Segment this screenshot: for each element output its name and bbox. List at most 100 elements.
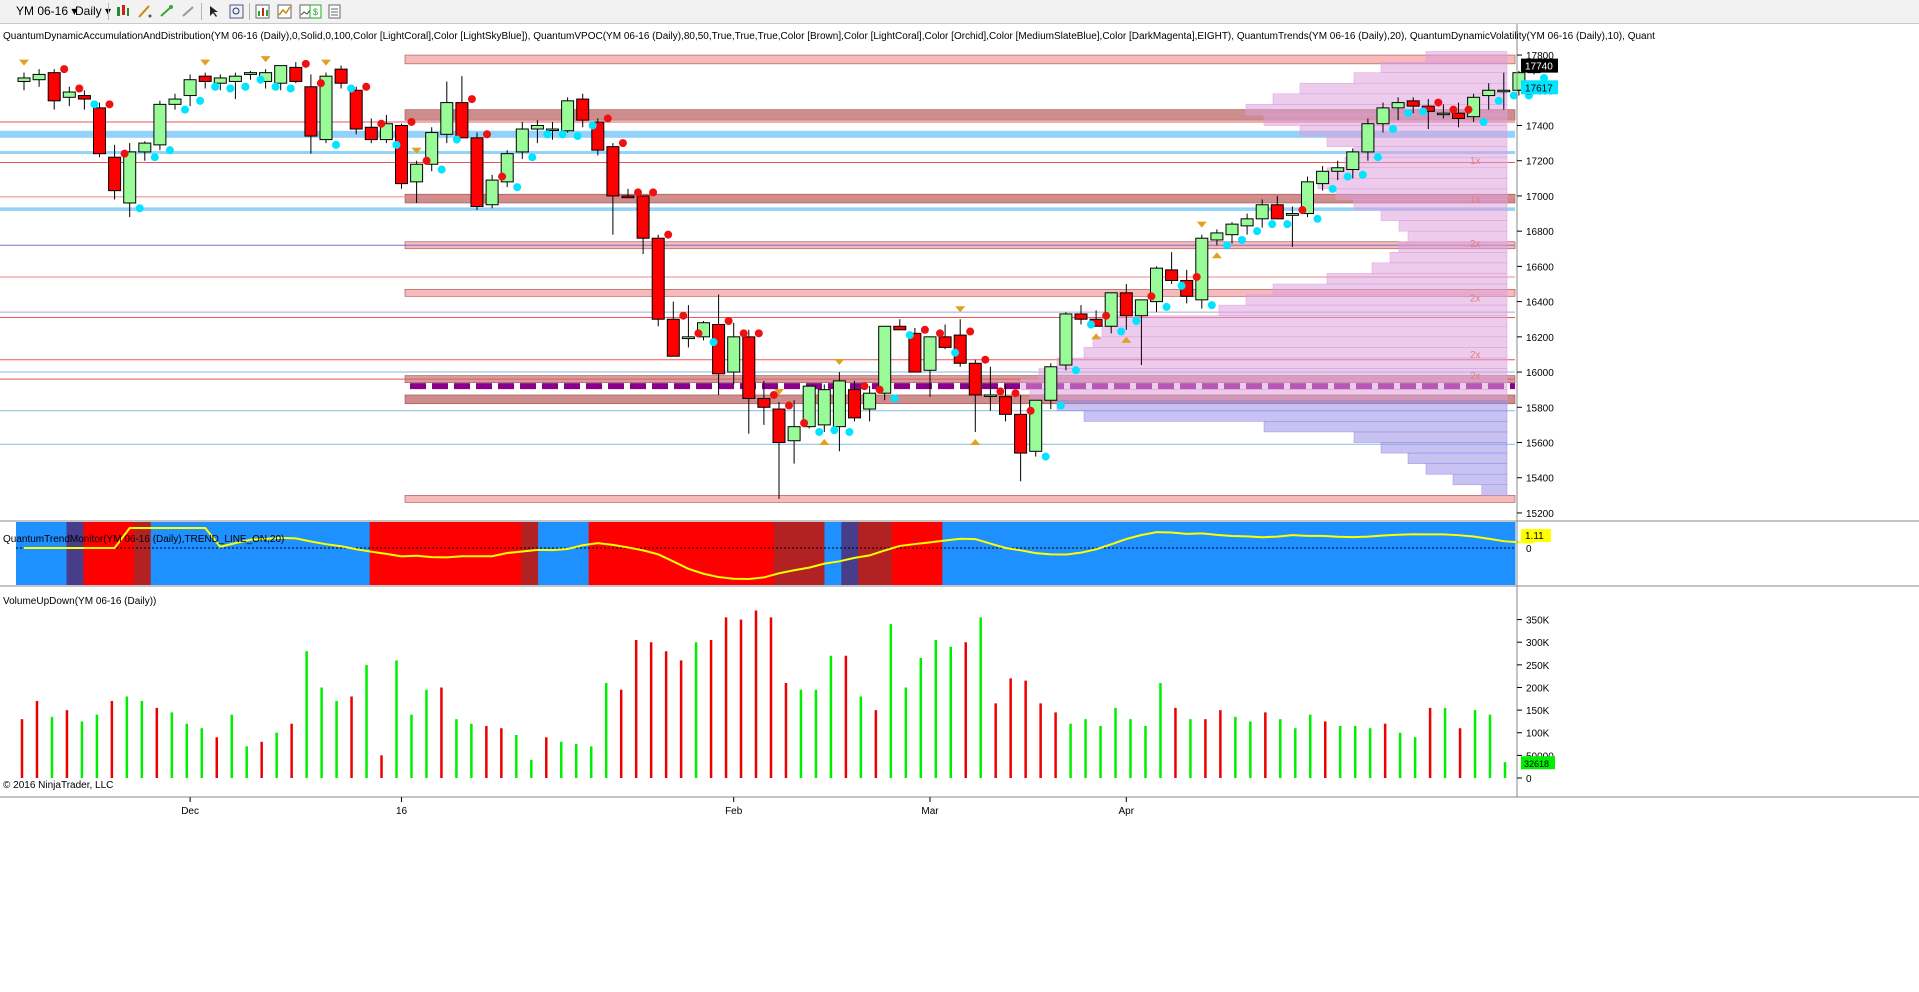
price-panel[interactable]: 1x 1x 2x 2x 2x 2x xyxy=(0,51,1548,503)
candle[interactable] xyxy=(938,324,952,350)
candle[interactable] xyxy=(636,195,650,255)
volume-panel[interactable] xyxy=(20,610,1507,778)
candle[interactable] xyxy=(621,188,635,199)
candle[interactable] xyxy=(319,72,333,144)
candle[interactable] xyxy=(727,322,741,385)
candle[interactable] xyxy=(712,294,726,395)
candle[interactable] xyxy=(47,69,61,110)
candle[interactable] xyxy=(455,76,469,139)
candle[interactable] xyxy=(923,336,937,397)
candle[interactable] xyxy=(153,100,167,151)
strategies-icon[interactable] xyxy=(275,2,294,21)
candle[interactable] xyxy=(1104,292,1118,334)
candle[interactable] xyxy=(1406,97,1420,114)
candle[interactable] xyxy=(802,385,816,429)
candle[interactable] xyxy=(1285,206,1299,248)
candle[interactable] xyxy=(1074,305,1088,325)
candle[interactable] xyxy=(1255,199,1269,228)
candle[interactable] xyxy=(62,86,76,107)
candle[interactable] xyxy=(1376,102,1390,133)
candle[interactable] xyxy=(848,380,861,422)
candle[interactable] xyxy=(1225,222,1239,244)
candle[interactable] xyxy=(1150,266,1163,313)
candle[interactable] xyxy=(1240,213,1254,235)
candle[interactable] xyxy=(1014,394,1028,482)
global-crosshair-icon[interactable] xyxy=(179,2,198,21)
candle[interactable] xyxy=(908,328,922,373)
candle[interactable] xyxy=(893,319,907,331)
candle[interactable] xyxy=(1270,195,1284,220)
candle[interactable] xyxy=(364,118,378,144)
instrument-selector[interactable]: YM 06-16 ▾ xyxy=(16,4,78,18)
candle[interactable] xyxy=(878,325,892,401)
candle[interactable] xyxy=(1165,252,1179,284)
chart-trader-icon[interactable] xyxy=(325,2,344,21)
candle[interactable] xyxy=(108,144,122,200)
candle[interactable] xyxy=(561,97,575,133)
candle[interactable] xyxy=(983,366,997,411)
candle[interactable] xyxy=(1059,312,1073,371)
candle[interactable] xyxy=(863,386,877,422)
candle[interactable] xyxy=(1316,166,1330,191)
candle[interactable] xyxy=(1361,118,1375,161)
trend-monitor-panel[interactable] xyxy=(16,522,1535,585)
candle[interactable] xyxy=(787,400,801,464)
candle[interactable] xyxy=(244,70,257,80)
bar-style-icon[interactable] xyxy=(113,2,132,21)
candle[interactable] xyxy=(440,81,454,144)
candle[interactable] xyxy=(1482,83,1496,110)
candle[interactable] xyxy=(651,234,665,327)
indicators-icon[interactable] xyxy=(253,2,272,21)
candle[interactable] xyxy=(1391,97,1405,121)
candle[interactable] xyxy=(500,150,514,188)
candle[interactable] xyxy=(77,90,91,110)
period-selector[interactable]: Daily ▾ xyxy=(75,4,112,18)
candle[interactable] xyxy=(999,384,1012,422)
candle[interactable] xyxy=(213,74,227,91)
candle[interactable] xyxy=(395,123,408,189)
candle[interactable] xyxy=(93,102,106,158)
candle[interactable] xyxy=(349,86,363,135)
candle[interactable] xyxy=(228,72,242,100)
candle[interactable] xyxy=(1210,229,1224,246)
candle[interactable] xyxy=(1497,72,1511,110)
candle[interactable] xyxy=(168,93,182,110)
candle[interactable] xyxy=(1346,148,1360,179)
candle[interactable] xyxy=(1452,102,1465,128)
candle[interactable] xyxy=(1195,234,1209,309)
drawing-tool-icon[interactable] xyxy=(135,2,154,21)
candle[interactable] xyxy=(485,174,499,209)
candle[interactable] xyxy=(681,305,695,348)
select-arrow-icon[interactable] xyxy=(205,2,224,21)
candle[interactable] xyxy=(1029,399,1043,457)
candle[interactable] xyxy=(32,69,46,87)
candle[interactable] xyxy=(757,380,771,425)
crosshair-icon[interactable] xyxy=(157,2,176,21)
candle[interactable] xyxy=(515,121,529,159)
candle[interactable] xyxy=(953,319,967,367)
candle[interactable] xyxy=(530,120,544,144)
candle[interactable] xyxy=(1134,299,1148,366)
candle[interactable] xyxy=(576,93,590,128)
candle[interactable] xyxy=(666,301,680,357)
candle[interactable] xyxy=(425,127,439,172)
candle[interactable] xyxy=(410,160,424,203)
candle[interactable] xyxy=(832,372,846,452)
candle[interactable] xyxy=(274,65,288,91)
candle[interactable] xyxy=(17,72,31,91)
candle[interactable] xyxy=(591,118,605,156)
candle[interactable] xyxy=(289,62,303,84)
candle[interactable] xyxy=(606,143,620,235)
candle[interactable] xyxy=(1119,284,1133,330)
data-box-icon[interactable]: $ xyxy=(306,2,325,21)
candle[interactable] xyxy=(470,132,484,211)
candle[interactable] xyxy=(968,359,982,432)
candle[interactable] xyxy=(138,141,152,161)
zoom-icon[interactable] xyxy=(227,2,246,21)
candle[interactable] xyxy=(742,329,756,434)
candle[interactable] xyxy=(1436,104,1450,119)
candle[interactable] xyxy=(379,114,393,144)
candle[interactable] xyxy=(304,74,318,154)
candle[interactable] xyxy=(1331,160,1345,181)
